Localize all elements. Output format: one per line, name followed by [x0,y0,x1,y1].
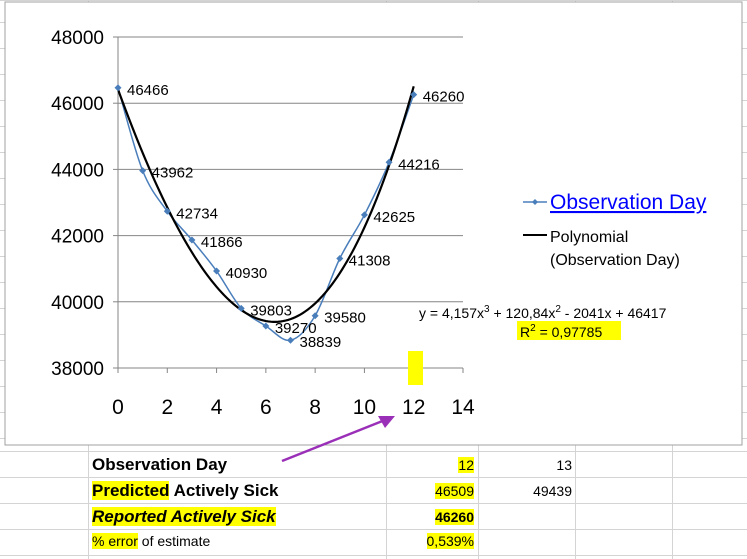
data-label-12: 46260 [423,89,465,106]
data-label-6: 39270 [275,320,317,337]
r-squared: R2 = 0,97785 [520,323,602,340]
data-label-10: 42625 [373,209,415,226]
data-label-4: 40930 [226,265,268,282]
x-tick-label-4: 4 [211,396,223,419]
data-point-4 [213,267,221,275]
data-point-9 [336,255,344,263]
data-label-9: 41308 [349,253,391,270]
legend-trend-label-line2: (Observation Day) [550,252,680,269]
legend-series-marker [532,199,538,205]
y-tick-labels: 38000 40000 42000 44000 46000 48000 [51,28,104,380]
y-tick-label-46000: 46000 [51,94,104,115]
data-point-11 [385,158,393,166]
y-tick-label-48000: 48000 [51,28,104,49]
data-point-10 [360,211,368,219]
x-tick-label-12: 12 [402,396,425,419]
x-tick-label-0: 0 [112,396,124,419]
row-error-label: % error of estimate [92,533,211,549]
observation-day-value: 12 [458,457,474,473]
x-tick-label-14: 14 [451,396,475,419]
predicted-value: 46509 [435,483,474,499]
data-label-0: 46466 [127,82,169,99]
data-point-6 [262,322,270,330]
data-point-2 [163,207,171,215]
data-points [114,84,418,344]
x-tick-label-6: 6 [260,396,272,419]
data-label-2: 42734 [176,205,218,222]
data-label-1: 43962 [152,165,194,182]
data-point-1 [139,167,147,175]
x-highlight [408,351,423,385]
data-label-8: 39580 [324,310,366,327]
trend-equation: y = 4,157x3 + 120,84x2 - 2041x + 46417 [419,304,667,321]
plot-area [118,37,463,368]
y-tick-label-42000: 42000 [51,227,104,248]
gridlines [118,36,463,369]
observation-day-next: 13 [556,457,572,473]
x-tick-label-10: 10 [353,396,376,419]
x-tick-label-2: 2 [161,396,173,419]
data-label-7: 38839 [300,334,342,351]
data-label-3: 41866 [201,234,243,251]
row-reported-label: Reported Actively Sick [92,507,276,526]
data-point-12 [410,91,418,99]
predicted-next: 49439 [533,483,572,499]
y-tick-label-44000: 44000 [51,160,104,181]
legend: Observation Day Polynomial (Observation … [523,191,707,269]
y-tick-label-40000: 40000 [51,293,104,314]
y-tick-label-38000: 38000 [51,359,104,380]
reported-value: 46260 [435,509,474,525]
row-predicted-label: Predicted Actively Sick [92,481,279,500]
x-tick-labels: 0 2 4 6 8 10 12 14 [112,396,475,419]
data-point-0 [114,84,122,92]
x-tick-label-8: 8 [309,396,321,419]
data-point-8 [311,312,319,320]
trendline [116,86,415,323]
data-labels: 46466 43962 42734 41866 40930 398033927038839… [127,82,464,351]
annotation-arrow [281,416,395,463]
data-point-5 [237,304,245,312]
data-label-11: 44216 [398,156,440,173]
r-squared-highlight [517,321,621,340]
data-point-7 [287,336,294,344]
row-observation-day-label: Observation Day [92,455,228,474]
data-label-5: 39803 [250,302,292,319]
data-point-3 [188,236,196,244]
legend-trend-label-line1: Polynomial [550,229,628,246]
legend-series-label: Observation Day [550,191,707,214]
error-value: 0,539% [426,533,474,549]
